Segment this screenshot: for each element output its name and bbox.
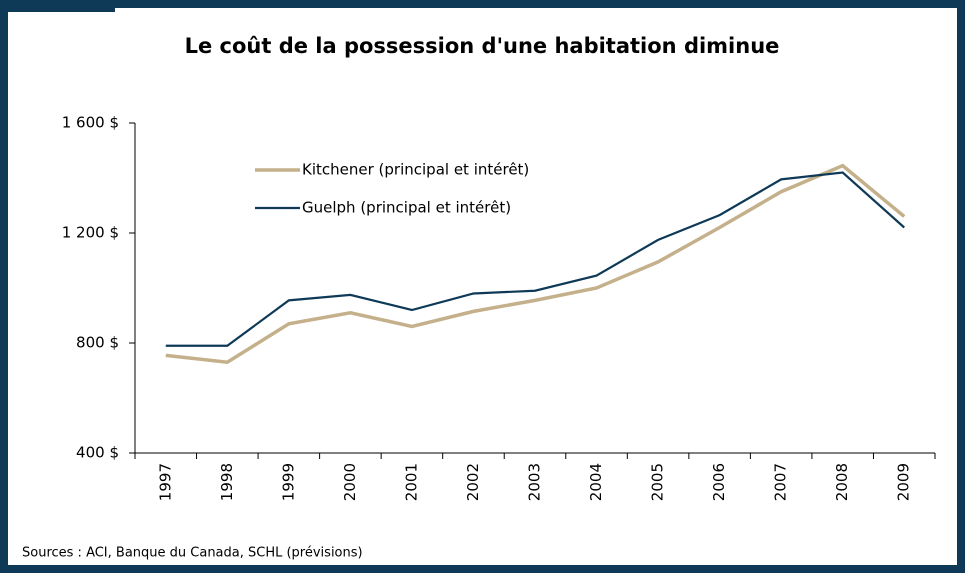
- x-tick-label: 2008: [833, 463, 851, 501]
- frame-tab: [0, 0, 115, 12]
- chart-title: Le coût de la possession d'une habitatio…: [185, 34, 780, 58]
- x-tick-label: 1998: [218, 463, 236, 501]
- x-tick-label: 2004: [587, 463, 605, 501]
- x-tick-label: 2001: [402, 463, 420, 501]
- y-tick-label: 1 600 $: [62, 114, 119, 132]
- x-tick-label: 2009: [895, 463, 913, 501]
- x-tick-label: 1999: [279, 463, 297, 501]
- y-tick-label: 400 $: [76, 444, 119, 462]
- y-tick-label: 1 200 $: [62, 224, 119, 242]
- x-tick-label: 1997: [156, 463, 174, 501]
- source-note: Sources : ACI, Banque du Canada, SCHL (p…: [22, 546, 363, 561]
- y-tick-label: 800 $: [76, 334, 119, 352]
- x-tick-label: 2002: [464, 463, 482, 501]
- x-tick-label: 2006: [710, 463, 728, 501]
- series-line: [165, 171, 905, 347]
- legend-label: Guelph (principal et intérêt): [302, 199, 511, 217]
- legend-label: Kitchener (principal et intérêt): [302, 161, 529, 179]
- x-tick-label: 2005: [649, 463, 667, 501]
- x-tick-label: 2007: [772, 463, 790, 501]
- series-line: [165, 163, 906, 365]
- x-tick-label: 2003: [526, 463, 544, 501]
- x-tick-label: 2000: [341, 463, 359, 501]
